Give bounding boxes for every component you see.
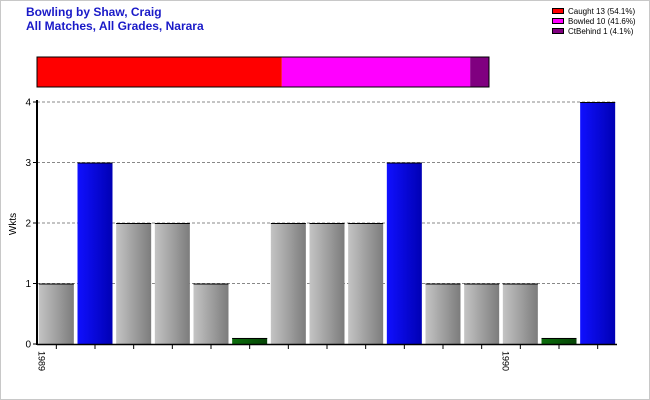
y-ticks: 0 1 2 3 4 [25, 98, 37, 351]
bar-7 [270, 223, 306, 344]
legend-item-bowled: Bowled 10 (41.6%) [552, 16, 636, 26]
bar-3 [116, 223, 152, 344]
bar-1 [38, 283, 74, 344]
x-tick-label-1989: 1989 [36, 351, 46, 371]
dismissal-segment-bowled [281, 57, 471, 87]
x-ticks: 1989 1990 [36, 344, 599, 371]
legend-swatch-caught [552, 8, 564, 14]
dismissal-strip [36, 56, 490, 88]
bar-15 [580, 102, 616, 344]
chart-subtitle: All Matches, All Grades, Narara [26, 19, 204, 33]
bar-5 [193, 283, 229, 344]
legend-label-caught: Caught 13 (54.1%) [568, 6, 636, 16]
x-tick-label-1990: 1990 [500, 351, 510, 371]
dismissal-segment-caught [37, 57, 282, 87]
bar-9 [348, 223, 384, 344]
bar-2 [77, 162, 113, 344]
dismissal-strip-border [36, 56, 490, 88]
legend-label-ctbehind: CtBehind 1 (4.1%) [568, 26, 634, 36]
y-tick-label: 4 [25, 98, 31, 109]
y-tick-label: 2 [25, 219, 31, 230]
chart-title: Bowling by Shaw, Craig [26, 5, 162, 19]
bar-10 [386, 162, 422, 344]
y-tick-label: 0 [25, 340, 31, 351]
bar-11 [425, 283, 461, 344]
legend-swatch-bowled [552, 18, 564, 24]
legend: Caught 13 (54.1%) Bowled 10 (41.6%) CtBe… [552, 6, 636, 36]
bar-14 [541, 337, 577, 344]
legend-label-bowled: Bowled 10 (41.6%) [568, 16, 636, 26]
bar-6 [232, 337, 268, 344]
legend-item-ctbehind: CtBehind 1 (4.1%) [552, 26, 636, 36]
bar-8 [309, 223, 345, 344]
legend-swatch-ctbehind [552, 28, 564, 34]
y-tick-label: 3 [25, 158, 31, 169]
bar-4 [154, 223, 190, 344]
dismissal-segment-ctbehind [470, 57, 489, 87]
bar-12 [464, 283, 500, 344]
bar-13 [502, 283, 538, 344]
y-axis-title: Wkts [8, 213, 19, 235]
y-tick-label: 1 [25, 279, 31, 290]
legend-item-caught: Caught 13 (54.1%) [552, 6, 636, 16]
bars [38, 102, 616, 344]
